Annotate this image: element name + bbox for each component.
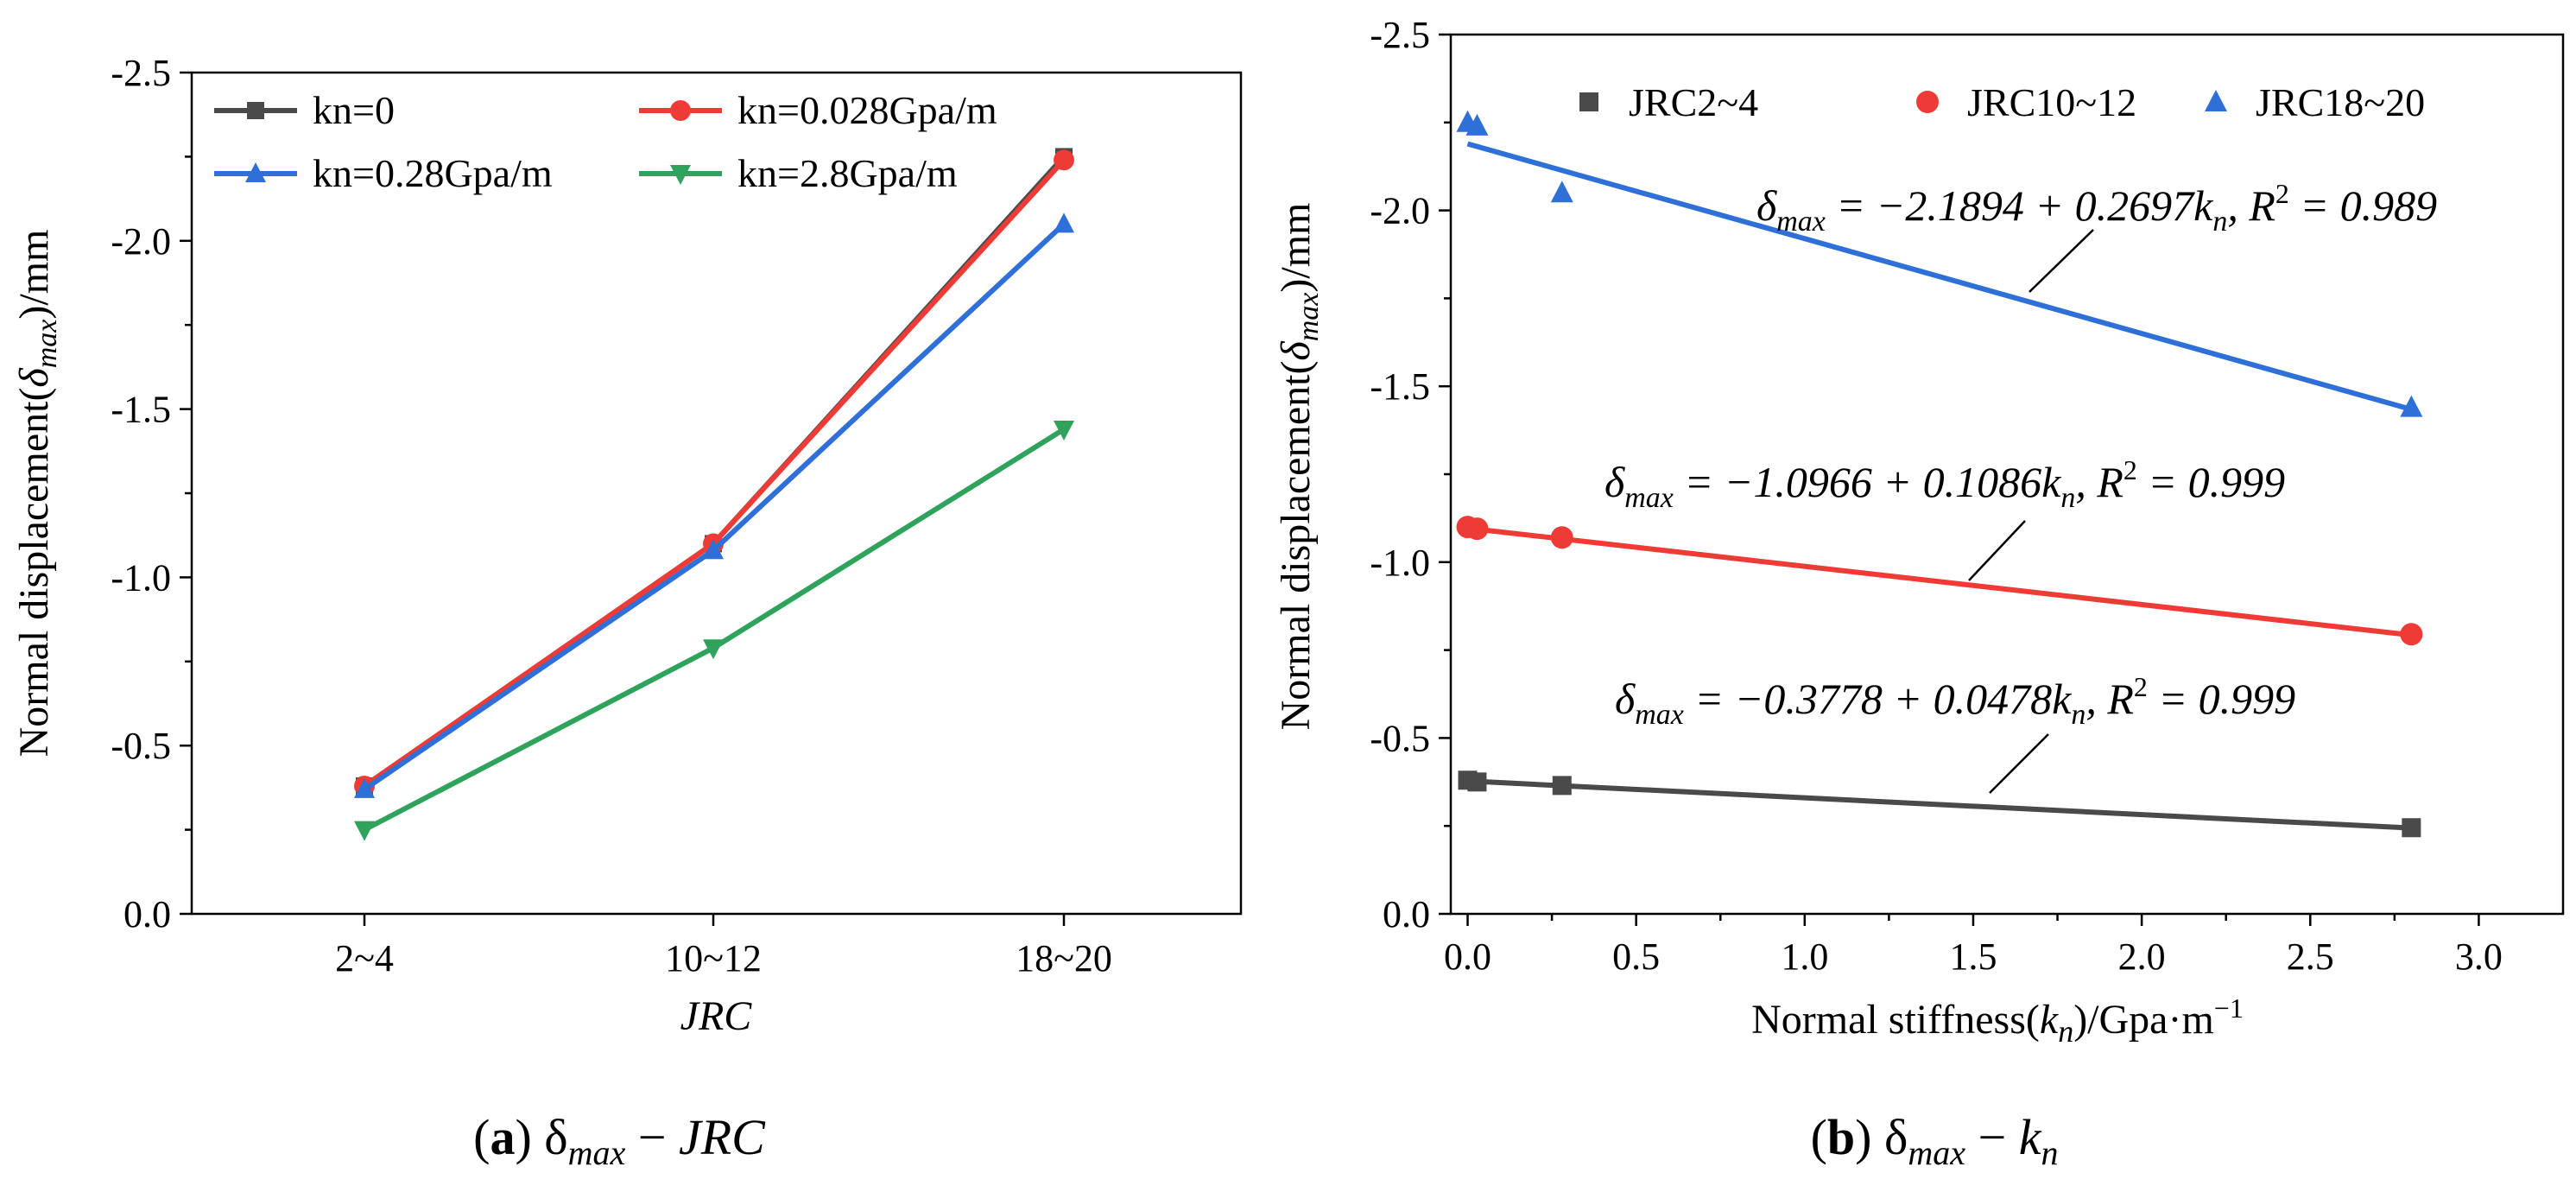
legend-marker-4	[670, 165, 691, 185]
fit-equation-1: δmax = −0.3778 + 0.0478kn, R2 = 0.999	[1615, 671, 2295, 731]
chart-a-jrc: -2.5 -2.0 -1.5 -1.0 -0.5 0.0 2~4 10~12 18~20 JRC N…	[11, 52, 1243, 1172]
x-axis-label: JRC	[680, 993, 753, 1039]
y-tick-label: -2.0	[111, 220, 171, 263]
equation-leader-2	[1968, 520, 2026, 581]
x-tick-label: 18~20	[1016, 937, 1112, 980]
data-point-s1-3	[1552, 776, 1572, 796]
legend-marker-2	[670, 100, 691, 121]
caption-a: (a) δmax − JRC	[473, 1109, 766, 1172]
fit-equation-3: δmax = −2.1894 + 0.2697kn, R2 = 0.989	[1756, 178, 2437, 238]
legend-marker-2	[1916, 91, 1939, 113]
data-point-s2-3	[1054, 149, 1074, 171]
data-point-s3-1	[354, 777, 375, 798]
y-tick-label: -2.0	[1370, 190, 1430, 232]
fit-line-2	[1467, 525, 2412, 638]
data-point-s4-2	[703, 639, 724, 660]
y-tick-label: -0.5	[1370, 717, 1430, 759]
series-line-2	[363, 158, 1066, 789]
legend-marker-3	[2205, 90, 2227, 111]
x-tick-label: 1.0	[1781, 935, 1828, 978]
x-tick-label: 3.0	[2455, 935, 2503, 978]
legend-entry-1: kn=0	[313, 88, 395, 132]
chart-b-stiffness: -2.5 -2.0 -1.5 -1.0 -0.5 0.0 0.0 0.5 1.0 1.5 2.0 2.…	[1273, 14, 2565, 1172]
x-tick-label: 0.0	[1444, 935, 1491, 978]
equation-leader-3	[2029, 229, 2094, 293]
data-point-s4-1	[354, 821, 375, 841]
y-tick-label: -1.0	[1370, 542, 1430, 584]
plot-frame	[190, 71, 1243, 916]
legend-entry-3: JRC18~20	[2256, 80, 2425, 124]
y-tick-label: -0.5	[111, 725, 171, 767]
series-line-1	[363, 155, 1066, 789]
series-line-3	[363, 222, 1066, 792]
data-point-s3-3	[1054, 212, 1074, 233]
x-tick-label: 2~4	[335, 937, 394, 980]
y-tick-label: -1.5	[1370, 365, 1430, 408]
data-point-s3-2	[1465, 113, 1489, 136]
legend-entry-1: JRC2~4	[1629, 80, 1758, 124]
x-tick-label: 0.5	[1612, 935, 1660, 978]
equation-leader-1	[1989, 733, 2049, 794]
legend-entry-2: JRC10~12	[1967, 80, 2136, 124]
legend-entry-4: kn=2.8Gpa/m	[737, 151, 958, 195]
legend-entry-3: kn=0.28Gpa/m	[313, 151, 553, 195]
y-axis-label: Normal displacement(δmax)/mm	[1273, 203, 1325, 731]
legend-marker-1	[1579, 92, 1598, 111]
fit-line-3	[1466, 141, 2413, 412]
data-point-s2-2	[1465, 517, 1489, 541]
x-tick-label: 2.0	[2118, 935, 2166, 978]
fit-equation-2: δmax = −1.0966 + 0.1086kn, R2 = 0.999	[1604, 454, 2285, 514]
data-point-s1-4	[2402, 818, 2421, 838]
data-point-s3-4	[2400, 395, 2423, 417]
x-tick-label: 2.5	[2287, 935, 2334, 978]
y-axis-label: Normal displacement(δmax)/mm	[11, 230, 63, 758]
x-axis-label: Normal stiffness(kn)/Gpa·m−1	[1751, 992, 2244, 1049]
caption-b: (b) δmax − kn	[1811, 1109, 2059, 1172]
legend-marker-3	[245, 162, 266, 182]
data-point-s1-2	[1467, 772, 1487, 792]
data-point-s3-3	[1550, 181, 1573, 203]
y-tick-label: -2.5	[111, 52, 171, 94]
y-tick-label: -1.5	[111, 389, 171, 431]
data-point-s3-2	[703, 539, 724, 560]
x-tick-label: 1.5	[1949, 935, 1997, 978]
series-line-4	[363, 427, 1066, 833]
data-point-s2-3	[1550, 526, 1573, 549]
y-tick-label: 0.0	[1383, 893, 1430, 935]
legend-entry-2: kn=0.028Gpa/m	[737, 88, 997, 132]
fit-line-1	[1467, 778, 2412, 831]
y-tick-label: -1.0	[111, 556, 171, 599]
data-point-s2-4	[2400, 623, 2423, 646]
legend-marker-1	[247, 102, 264, 119]
y-tick-label: 0.0	[123, 893, 171, 935]
data-point-s4-3	[1054, 420, 1074, 441]
x-tick-label: 10~12	[665, 937, 762, 980]
y-tick-label: -2.5	[1370, 14, 1430, 56]
